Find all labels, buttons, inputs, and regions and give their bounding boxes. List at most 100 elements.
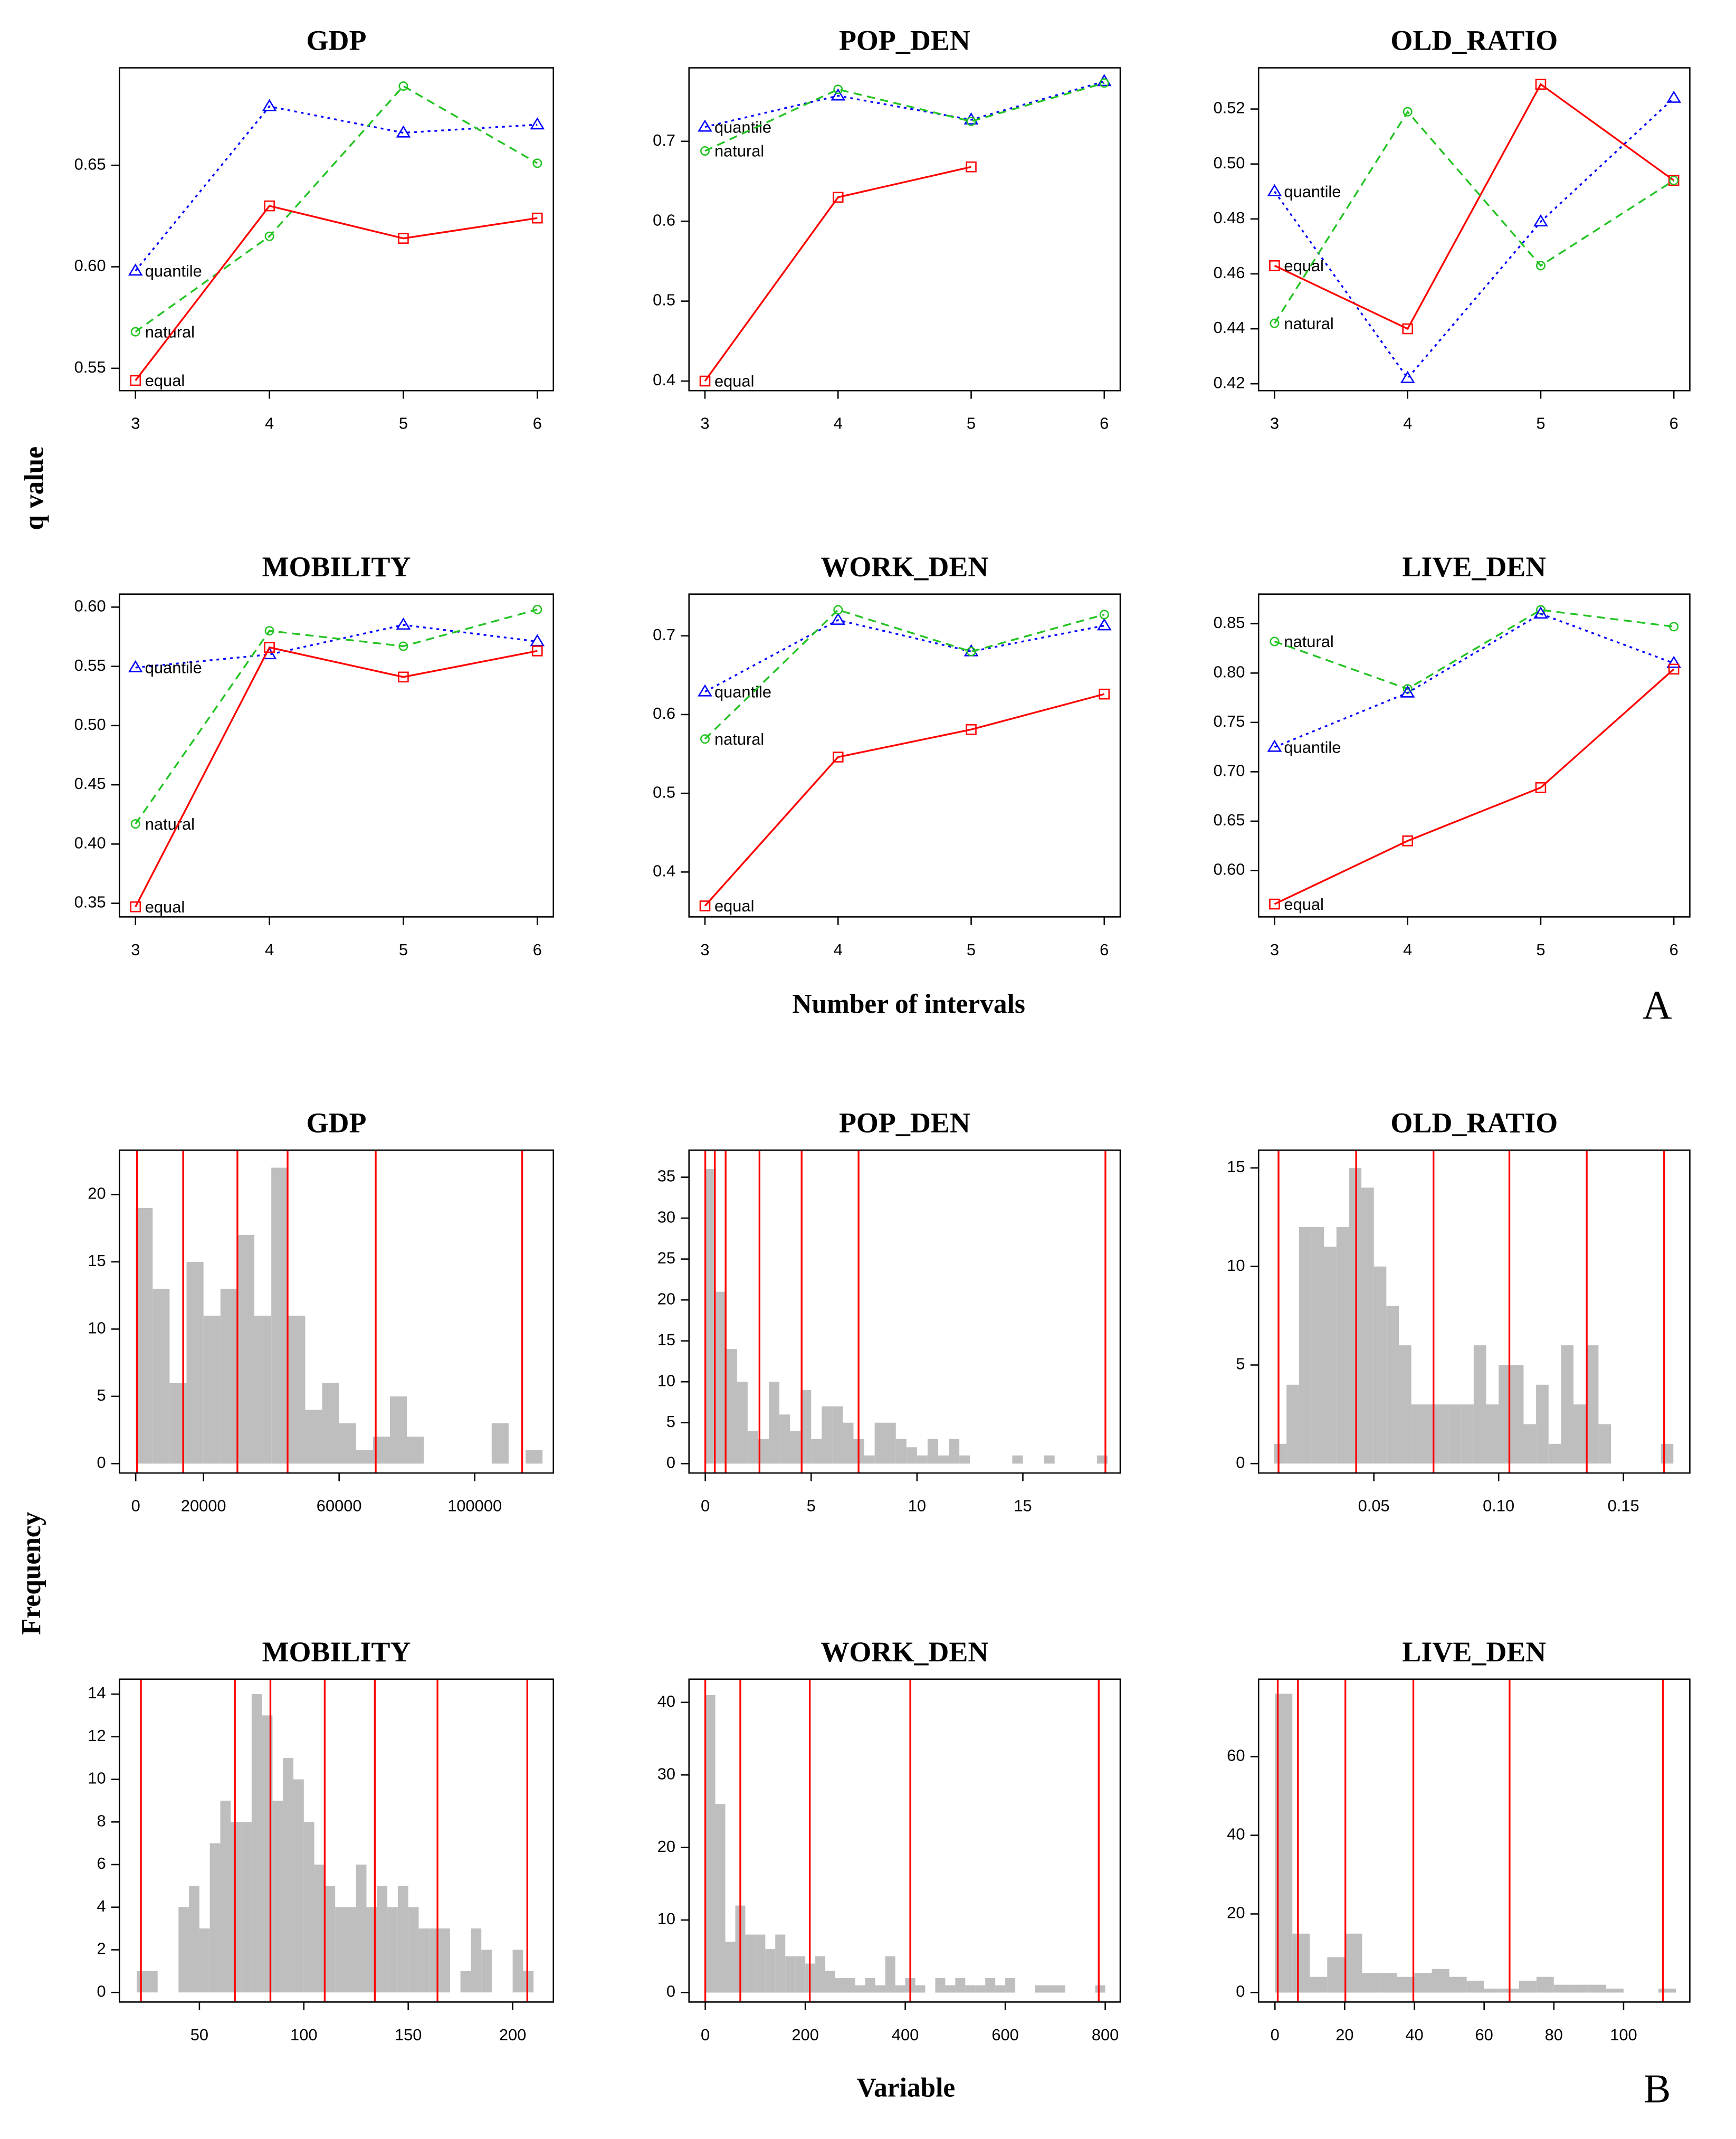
series-label: natural [1284, 314, 1333, 332]
bar [1386, 1306, 1399, 1464]
bar [1571, 1984, 1589, 1993]
x-tick-label: 3 [700, 414, 709, 433]
chart-title: LIVE_DEN [1402, 551, 1546, 583]
x-tick-label: 0 [131, 1496, 140, 1515]
x-tick-label: 3 [1270, 414, 1279, 433]
bar [855, 1985, 865, 1993]
y-tick-label: 10 [88, 1769, 106, 1788]
y-tick-label: 0.70 [1213, 762, 1245, 780]
y-tick-label: 0.50 [1213, 154, 1245, 172]
y-tick-label: 0 [666, 1453, 675, 1471]
point [532, 645, 543, 657]
bar [471, 1928, 482, 1993]
x-tick-label: 3 [1270, 940, 1279, 959]
bar [237, 1234, 255, 1464]
point [1535, 782, 1547, 793]
bar [1344, 1933, 1362, 1993]
bar [745, 1934, 756, 1993]
bar [1484, 1989, 1502, 1993]
bar [397, 1886, 408, 1993]
plot-frame [688, 593, 1121, 918]
bar [1397, 1976, 1415, 1993]
bar [1523, 1424, 1537, 1464]
y-tick-label: 0.75 [1213, 712, 1245, 730]
bar [785, 1956, 796, 1993]
bar [949, 1439, 960, 1464]
point [1267, 184, 1282, 196]
y-tick-label: 2 [97, 1940, 106, 1958]
chart-title: OLD_RATIO [1390, 1107, 1558, 1139]
y-tick-label: 0.5 [653, 291, 675, 309]
point [699, 900, 711, 911]
chart-title: POP_DEN [839, 25, 970, 56]
point [1666, 655, 1682, 668]
series-label: equal [145, 898, 185, 916]
y-tick-label: 0.65 [74, 155, 106, 173]
y-tick-label: 8 [97, 1811, 106, 1830]
bar [440, 1928, 450, 1993]
y-tick-label: 15 [1227, 1157, 1245, 1176]
bar [314, 1865, 325, 1993]
bar [845, 1978, 855, 1993]
bar [895, 1439, 907, 1464]
bar [737, 1382, 748, 1464]
plot-frame [1257, 593, 1691, 918]
bar [460, 1971, 471, 1993]
series-label: natural [714, 730, 764, 748]
bar [995, 1985, 1006, 1993]
y-tick-label: 15 [657, 1330, 675, 1349]
y-tick-label: 0.80 [1213, 662, 1245, 681]
bar [1588, 1984, 1606, 1993]
bar [390, 1396, 407, 1464]
series-line [1274, 110, 1675, 324]
x-tick-label: 60 [1475, 2026, 1493, 2044]
bar [231, 1822, 242, 1993]
bar [147, 1971, 158, 1993]
x-tick-label: 400 [892, 2026, 919, 2044]
point [396, 617, 411, 630]
bar [1411, 1404, 1424, 1464]
y-tick-label: 10 [1227, 1256, 1245, 1275]
point [966, 647, 976, 657]
point [530, 117, 545, 130]
y-tick-label: 0.5 [653, 783, 675, 801]
point [1099, 688, 1110, 700]
bar [241, 1822, 252, 1993]
series-label: equal [714, 897, 754, 915]
x-tick-label: 6 [1670, 414, 1678, 433]
plot-frame [1257, 1678, 1691, 2003]
point [1535, 79, 1547, 90]
x-tick-label: 5 [807, 1496, 816, 1515]
series-line [1274, 83, 1675, 330]
bar [779, 1414, 790, 1464]
y-tick-label: 0.52 [1213, 99, 1245, 117]
point [128, 263, 143, 276]
y-tick-label: 0.85 [1213, 613, 1245, 632]
series-line [704, 609, 1105, 740]
bar [938, 1455, 949, 1464]
bar [408, 1907, 419, 1993]
bar [1573, 1404, 1586, 1464]
point [831, 88, 846, 101]
plot-frame [119, 593, 555, 918]
y-tick-label: 5 [1236, 1355, 1245, 1373]
bar [1536, 1384, 1549, 1464]
bar [765, 1949, 776, 1993]
series-line [1274, 613, 1674, 748]
bar [1310, 1976, 1328, 1993]
bar [725, 1942, 736, 1993]
bar [985, 1978, 996, 1993]
y-tick-label: 0.55 [74, 656, 106, 674]
y-tick-label: 0.40 [74, 833, 106, 852]
x-tick-label: 15 [1014, 1496, 1032, 1515]
bar [1362, 1973, 1380, 1993]
point [700, 146, 710, 156]
panel-a-tag: A [1643, 982, 1672, 1028]
x-tick-label: 200 [499, 2026, 526, 2044]
bar [927, 1439, 938, 1464]
x-tick-label: 0 [1271, 2026, 1280, 2044]
point [1096, 618, 1112, 631]
x-tick-label: 10 [908, 1496, 926, 1515]
y-tick-label: 0.50 [74, 715, 106, 734]
series-line [704, 693, 1105, 907]
